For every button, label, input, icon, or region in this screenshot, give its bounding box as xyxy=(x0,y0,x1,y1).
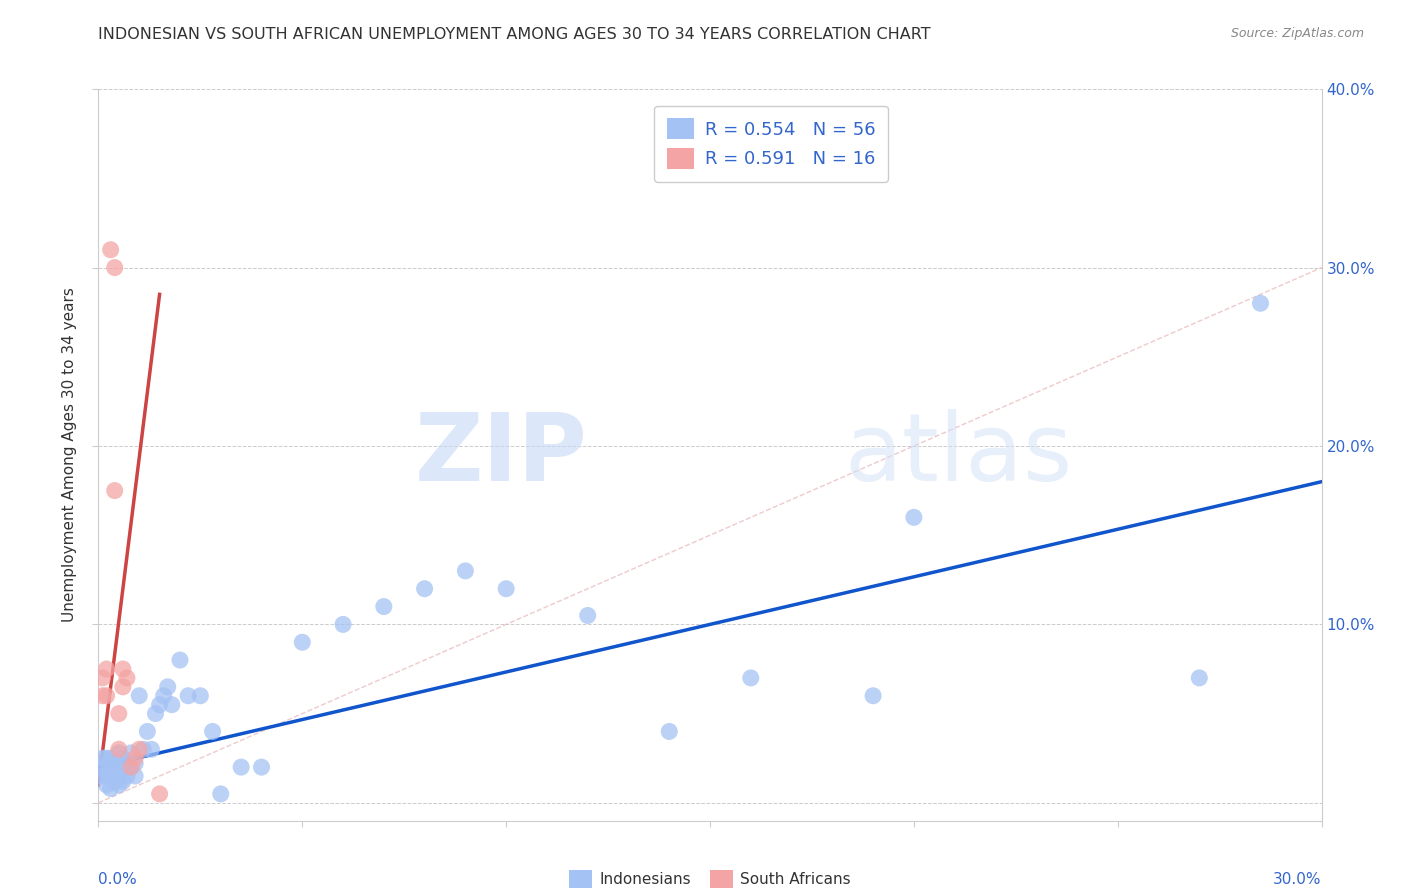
Point xyxy=(91,760,114,774)
Point xyxy=(111,774,134,789)
Point xyxy=(124,756,146,771)
Point xyxy=(120,760,142,774)
Point xyxy=(100,760,122,774)
Text: ZIP: ZIP xyxy=(415,409,588,501)
Point xyxy=(152,689,174,703)
Text: 0.0%: 0.0% xyxy=(98,871,138,887)
Point xyxy=(124,769,146,783)
Text: INDONESIAN VS SOUTH AFRICAN UNEMPLOYMENT AMONG AGES 30 TO 34 YEARS CORRELATION C: INDONESIAN VS SOUTH AFRICAN UNEMPLOYMENT… xyxy=(98,27,931,42)
Point xyxy=(91,769,114,783)
Point xyxy=(576,608,599,623)
Point xyxy=(903,510,925,524)
Point xyxy=(96,778,118,792)
Point xyxy=(108,778,131,792)
Point xyxy=(160,698,183,712)
Point xyxy=(169,653,191,667)
Point xyxy=(250,760,273,774)
Point xyxy=(96,662,118,676)
Point xyxy=(120,760,142,774)
Point xyxy=(96,760,118,774)
Point xyxy=(91,751,114,765)
Point xyxy=(156,680,179,694)
Point xyxy=(188,689,212,703)
Point xyxy=(413,582,436,596)
Point xyxy=(136,724,159,739)
Point xyxy=(115,769,138,783)
Point xyxy=(495,582,517,596)
Point xyxy=(115,671,138,685)
Text: 30.0%: 30.0% xyxy=(1274,871,1322,887)
Point xyxy=(91,671,114,685)
Point xyxy=(128,742,150,756)
Legend: Indonesians, South Africans: Indonesians, South Africans xyxy=(560,861,860,892)
Point xyxy=(1249,296,1271,310)
Point xyxy=(658,724,681,739)
Point xyxy=(100,781,122,796)
Point xyxy=(145,706,167,721)
Point xyxy=(100,243,122,257)
Point xyxy=(177,689,200,703)
Point xyxy=(104,764,127,778)
Point xyxy=(108,706,131,721)
Point xyxy=(108,746,131,760)
Point xyxy=(108,769,131,783)
Text: atlas: atlas xyxy=(845,409,1073,501)
Point xyxy=(96,769,118,783)
Point xyxy=(332,617,354,632)
Point xyxy=(201,724,224,739)
Point xyxy=(100,751,122,765)
Point xyxy=(231,760,253,774)
Point xyxy=(104,774,127,789)
Point xyxy=(91,689,114,703)
Point xyxy=(132,742,155,756)
Point xyxy=(291,635,314,649)
Point xyxy=(111,751,134,765)
Point xyxy=(111,662,134,676)
Point xyxy=(149,698,172,712)
Point xyxy=(108,742,131,756)
Point xyxy=(454,564,477,578)
Point xyxy=(111,680,134,694)
Point xyxy=(100,769,122,783)
Point xyxy=(373,599,395,614)
Point xyxy=(104,756,127,771)
Point xyxy=(740,671,762,685)
Point xyxy=(115,756,138,771)
Point xyxy=(141,742,163,756)
Point xyxy=(149,787,172,801)
Point xyxy=(1188,671,1211,685)
Point xyxy=(120,746,142,760)
Point xyxy=(124,751,146,765)
Point xyxy=(209,787,232,801)
Point xyxy=(96,751,118,765)
Point xyxy=(108,760,131,774)
Point xyxy=(104,483,127,498)
Point xyxy=(128,689,150,703)
Point xyxy=(104,260,127,275)
Point xyxy=(862,689,884,703)
Y-axis label: Unemployment Among Ages 30 to 34 years: Unemployment Among Ages 30 to 34 years xyxy=(62,287,77,623)
Point xyxy=(96,689,118,703)
Text: Source: ZipAtlas.com: Source: ZipAtlas.com xyxy=(1230,27,1364,40)
Point xyxy=(111,764,134,778)
